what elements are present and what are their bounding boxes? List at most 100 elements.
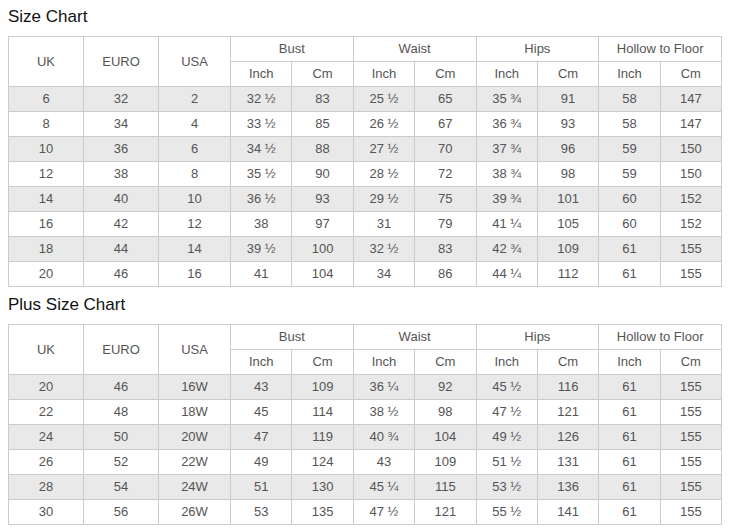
table-cell: 131 [537,450,598,475]
table-cell: 52 [84,450,159,475]
table-cell: 90 [292,162,353,187]
column-header: UK [9,325,84,375]
table-cell: 45 [231,400,292,425]
table-cell: 38 [231,212,292,237]
table-row: 285424W5113045 ¼11553 ½13661155 [9,475,722,500]
table-cell: 31 [353,212,414,237]
table-cell: 116 [537,375,598,400]
size-chart-page: Size Chart UKEUROUSABustWaistHipsHollow … [0,0,730,530]
table-cell: 150 [660,162,721,187]
table-cell: 98 [415,400,476,425]
table-cell: 61 [599,375,660,400]
table-cell: 6 [159,137,231,162]
table-cell: 65 [415,87,476,112]
column-group-header: Bust [231,325,354,350]
table-cell: 18W [159,400,231,425]
table-cell: 47 ½ [476,400,537,425]
table-cell: 61 [599,262,660,287]
table-row: 204616W4310936 ¼9245 ½11661155 [9,375,722,400]
table-cell: 100 [292,237,353,262]
table-cell: 85 [292,112,353,137]
table-cell: 96 [537,137,598,162]
table-cell: 54 [84,475,159,500]
column-header: EURO [84,325,159,375]
column-subheader: Inch [599,62,660,87]
table-cell: 16 [9,212,84,237]
table-cell: 39 ¾ [476,187,537,212]
table-cell: 16W [159,375,231,400]
plus-size-chart-title: Plus Size Chart [8,287,722,324]
table-cell: 92 [415,375,476,400]
table-cell: 34 [84,112,159,137]
table-cell: 25 ½ [353,87,414,112]
table-cell: 50 [84,425,159,450]
table-cell: 22W [159,450,231,475]
table-row: 305626W5313547 ½12155 ½14161155 [9,500,722,525]
table-cell: 46 [84,375,159,400]
table-cell: 150 [660,137,721,162]
table-cell: 45 ½ [476,375,537,400]
column-subheader: Cm [537,62,598,87]
table-cell: 97 [292,212,353,237]
table-cell: 20 [9,375,84,400]
table-cell: 26 ½ [353,112,414,137]
column-subheader: Cm [415,350,476,375]
column-subheader: Inch [476,350,537,375]
size-chart-title: Size Chart [8,5,722,36]
table-cell: 155 [660,450,721,475]
table-cell: 114 [292,400,353,425]
table-cell: 86 [415,262,476,287]
table-cell: 155 [660,237,721,262]
table-cell: 91 [537,87,598,112]
column-subheader: Inch [231,62,292,87]
table-row: 18441439 ½10032 ½8342 ¾10961155 [9,237,722,262]
table-cell: 58 [599,87,660,112]
column-subheader: Cm [660,350,721,375]
table-cell: 101 [537,187,598,212]
table-cell: 41 ¼ [476,212,537,237]
table-cell: 61 [599,500,660,525]
column-group-header: Hollow to Floor [599,325,722,350]
table-cell: 147 [660,87,721,112]
column-subheader: Cm [537,350,598,375]
table-cell: 58 [599,112,660,137]
table-cell: 29 ½ [353,187,414,212]
table-cell: 44 [84,237,159,262]
table-cell: 6 [9,87,84,112]
table-cell: 104 [415,425,476,450]
table-cell: 28 ½ [353,162,414,187]
table-cell: 155 [660,262,721,287]
plus-size-chart-table-body: 204616W4310936 ¼9245 ½11661155224818W451… [9,375,722,525]
table-cell: 155 [660,500,721,525]
table-cell: 36 ¼ [353,375,414,400]
table-cell: 49 [231,450,292,475]
table-cell: 75 [415,187,476,212]
table-cell: 8 [9,112,84,137]
table-cell: 33 ½ [231,112,292,137]
column-group-header: Bust [231,37,354,62]
table-cell: 124 [292,450,353,475]
table-cell: 35 ½ [231,162,292,187]
table-cell: 59 [599,162,660,187]
table-cell: 51 ½ [476,450,537,475]
table-row: 224818W4511438 ½9847 ½12161155 [9,400,722,425]
table-cell: 38 [84,162,159,187]
table-cell: 115 [415,475,476,500]
table-cell: 93 [292,187,353,212]
table-cell: 2 [159,87,231,112]
column-header: EURO [84,37,159,87]
table-cell: 152 [660,187,721,212]
table-row: 834433 ½8526 ½6736 ¾9358147 [9,112,722,137]
column-header: UK [9,37,84,87]
column-subheader: Cm [292,62,353,87]
table-cell: 53 [231,500,292,525]
table-cell: 18 [9,237,84,262]
table-cell: 152 [660,212,721,237]
table-cell: 16 [159,262,231,287]
table-row: 245020W4711940 ¾10449 ½12661155 [9,425,722,450]
table-cell: 59 [599,137,660,162]
column-subheader: Cm [415,62,476,87]
column-header: USA [159,325,231,375]
table-cell: 112 [537,262,598,287]
table-cell: 8 [159,162,231,187]
